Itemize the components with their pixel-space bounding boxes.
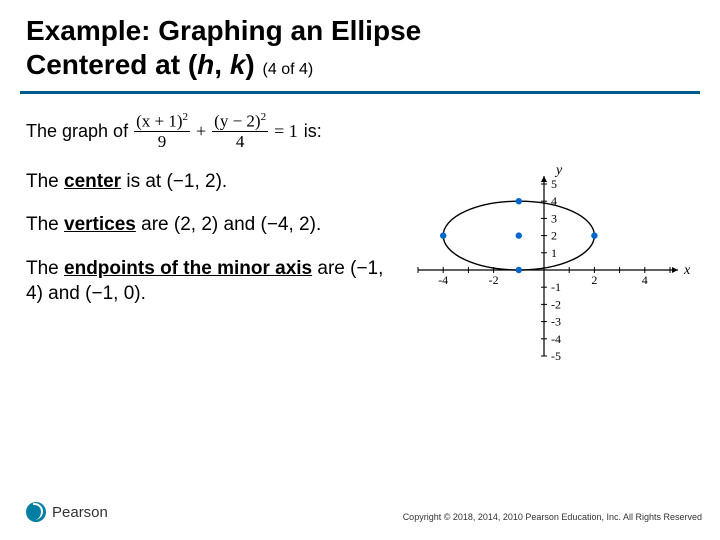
svg-text:1: 1 [551, 246, 557, 260]
svg-text:5: 5 [551, 177, 557, 191]
ellipse-graph: -4-22412345-1-2-3-4-5xy [394, 160, 694, 380]
body-text: The center is at (−1, 2). The vertices a… [26, 169, 386, 308]
center-post: is at (−1, 2). [121, 171, 227, 192]
title-line2-prefix: Centered at ( [26, 49, 197, 80]
svg-text:-1: -1 [551, 280, 561, 294]
svg-text:-4: -4 [438, 273, 448, 287]
svg-text:-3: -3 [551, 315, 561, 329]
title-comma: , [214, 49, 230, 80]
title-k: k [230, 49, 246, 80]
pearson-logo-text: Pearson [52, 504, 108, 521]
minor-axis-statement: The endpoints of the minor axis are (−1,… [26, 256, 386, 307]
svg-text:x: x [683, 263, 691, 278]
svg-text:-2: -2 [551, 297, 561, 311]
svg-text:3: 3 [551, 211, 557, 225]
svg-text:-2: -2 [489, 273, 499, 287]
title-sub: (4 of 4) [263, 61, 314, 78]
svg-text:4: 4 [642, 273, 648, 287]
slide-title-block: Example: Graphing an Ellipse Centered at… [0, 0, 720, 85]
equation-eq: = 1 [274, 121, 298, 142]
minor-pre: The [26, 258, 64, 279]
equation-lead: The graph of [26, 121, 128, 142]
vertices-statement: The vertices are (2, 2) and (−4, 2). [26, 212, 386, 238]
svg-text:y: y [554, 163, 563, 178]
minor-key: endpoints of the minor axis [64, 258, 312, 279]
pearson-logo: Pearson [26, 502, 108, 522]
vert-pre: The [26, 214, 64, 235]
equation-line: The graph of (x + 1)2 9 + (y − 2)2 4 = 1… [26, 112, 694, 150]
center-key: center [64, 171, 121, 192]
num1-sup: 2 [183, 111, 189, 123]
title-h: h [197, 49, 214, 80]
title-line2-suffix: ) [245, 49, 262, 80]
fraction-1: (x + 1)2 9 [134, 112, 190, 150]
pearson-logo-icon [26, 502, 46, 522]
fraction-2: (y − 2)2 4 [212, 112, 268, 150]
equation-plus: + [196, 121, 206, 142]
svg-text:2: 2 [591, 273, 597, 287]
num2-sup: 2 [261, 111, 267, 123]
den2: 4 [236, 132, 245, 151]
svg-text:-4: -4 [551, 332, 561, 346]
copyright-text: Copyright © 2018, 2014, 2010 Pearson Edu… [403, 512, 702, 522]
vert-post: are (2, 2) and (−4, 2). [136, 214, 321, 235]
vert-key: vertices [64, 214, 136, 235]
slide-title: Example: Graphing an Ellipse Centered at… [26, 14, 694, 81]
graph-svg: -4-22412345-1-2-3-4-5xy [394, 160, 694, 380]
title-line1: Example: Graphing an Ellipse [26, 15, 421, 46]
num2-base: (y − 2) [214, 112, 260, 131]
svg-text:-5: -5 [551, 349, 561, 363]
svg-text:2: 2 [551, 229, 557, 243]
den1: 9 [158, 132, 167, 151]
num1-base: (x + 1) [136, 112, 182, 131]
center-statement: The center is at (−1, 2). [26, 169, 386, 195]
center-pre: The [26, 171, 64, 192]
equation-trail: is: [304, 121, 322, 142]
